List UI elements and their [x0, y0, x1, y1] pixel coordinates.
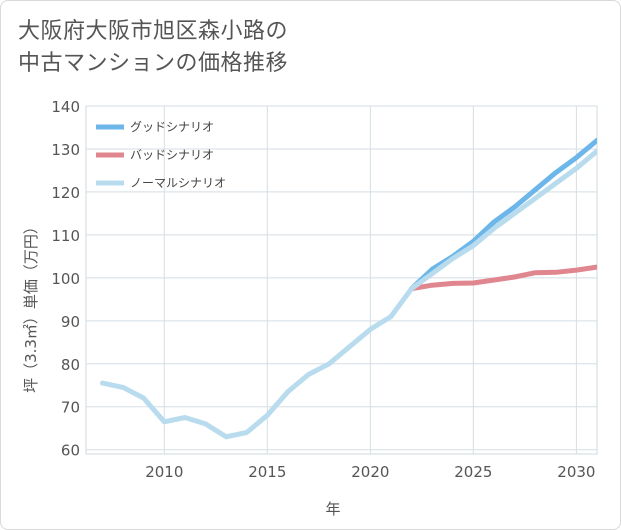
legend-label-1: バッドシナリオ [130, 148, 214, 162]
x-tick-label: 2030 [557, 463, 595, 481]
chart-title-line-1: 大阪府大阪市旭区森小路の [18, 19, 289, 44]
y-tick-label: 100 [51, 270, 80, 288]
y-tick-label: 110 [51, 227, 80, 245]
series-line-2 [100, 148, 597, 440]
x-tick-label: 2010 [145, 463, 183, 481]
y-axis-label: 坪（3.3㎡）単価（万円） [22, 219, 40, 393]
y-axis-ticks: 60 70 80 90 100 110 120 130 140 [51, 98, 80, 460]
legend-label-0: グッドシナリオ [130, 120, 214, 134]
x-tick-label: 2020 [351, 463, 389, 481]
y-tick-label: 130 [51, 141, 80, 159]
legend-label-2: ノーマルシナリオ [130, 176, 226, 190]
x-axis-label: 年 [325, 500, 340, 518]
y-tick-label: 120 [51, 184, 80, 202]
x-tick-label: 2025 [454, 463, 492, 481]
grid-lines [85, 105, 598, 455]
y-tick-label: 90 [61, 313, 80, 331]
series-lines [100, 137, 597, 440]
series-line-1 [409, 264, 597, 292]
x-axis-ticks: 2010 2015 2020 2025 2030 [145, 463, 595, 481]
chart-title-line-2: 中古マンションの価格推移 [18, 51, 289, 76]
y-tick-label: 140 [51, 98, 80, 116]
y-tick-label: 60 [61, 442, 80, 460]
y-tick-label: 80 [61, 356, 80, 374]
x-tick-label: 2015 [248, 463, 286, 481]
y-tick-label: 70 [61, 399, 80, 417]
chart-title: 大阪府大阪市旭区森小路の 中古マンションの価格推移 [18, 16, 288, 80]
series-line-0 [409, 137, 597, 292]
